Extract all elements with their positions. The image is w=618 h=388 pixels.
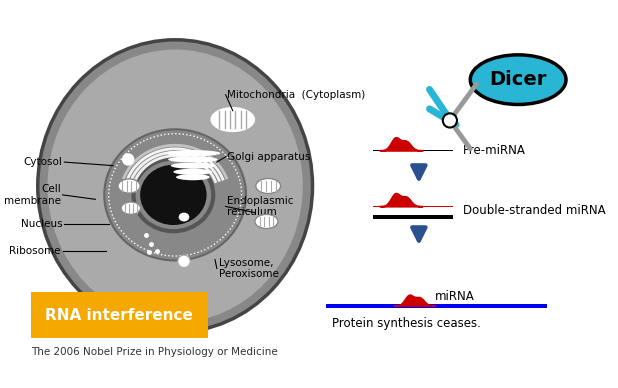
Text: The 2006 Nobel Prize in Physiology or Medicine: The 2006 Nobel Prize in Physiology or Me… [31,347,277,357]
Bar [373,206,452,207]
Text: Lysosome,
Peroxisome: Lysosome, Peroxisome [219,258,279,279]
Text: Golgi apparatus: Golgi apparatus [227,152,311,162]
Ellipse shape [118,179,140,193]
Circle shape [443,113,457,128]
Ellipse shape [179,213,189,222]
Circle shape [178,255,190,268]
Text: Ribosome: Ribosome [9,246,61,256]
Ellipse shape [470,55,566,104]
Ellipse shape [256,178,281,194]
Bar [373,215,452,219]
Text: miRNA: miRNA [435,290,475,303]
Text: Dicer: Dicer [489,70,547,89]
Ellipse shape [48,50,303,322]
Circle shape [122,153,134,166]
Ellipse shape [38,40,313,332]
Text: RNA interference: RNA interference [45,308,193,323]
Text: Double-stranded miRNA: Double-stranded miRNA [464,204,606,217]
Ellipse shape [166,150,221,156]
Ellipse shape [104,129,246,260]
Text: Protein synthesis ceases.: Protein synthesis ceases. [332,317,481,330]
Ellipse shape [121,202,140,215]
Ellipse shape [210,106,256,133]
Text: Cytosol: Cytosol [23,157,62,167]
Ellipse shape [140,165,206,225]
Text: Nucleus: Nucleus [21,219,62,229]
Text: Endoplasmic
reticulum: Endoplasmic reticulum [227,196,294,217]
Bar [326,304,548,308]
Text: Pre-miRNA: Pre-miRNA [464,144,526,157]
Text: Mitochondria  (Cytoplasm): Mitochondria (Cytoplasm) [227,90,366,100]
Ellipse shape [171,163,215,169]
Text: Cell
membrane: Cell membrane [4,184,61,206]
Ellipse shape [255,215,278,229]
Ellipse shape [168,156,218,163]
Bar [373,150,452,151]
Bar [31,293,208,338]
Ellipse shape [174,169,213,175]
Ellipse shape [176,174,210,180]
